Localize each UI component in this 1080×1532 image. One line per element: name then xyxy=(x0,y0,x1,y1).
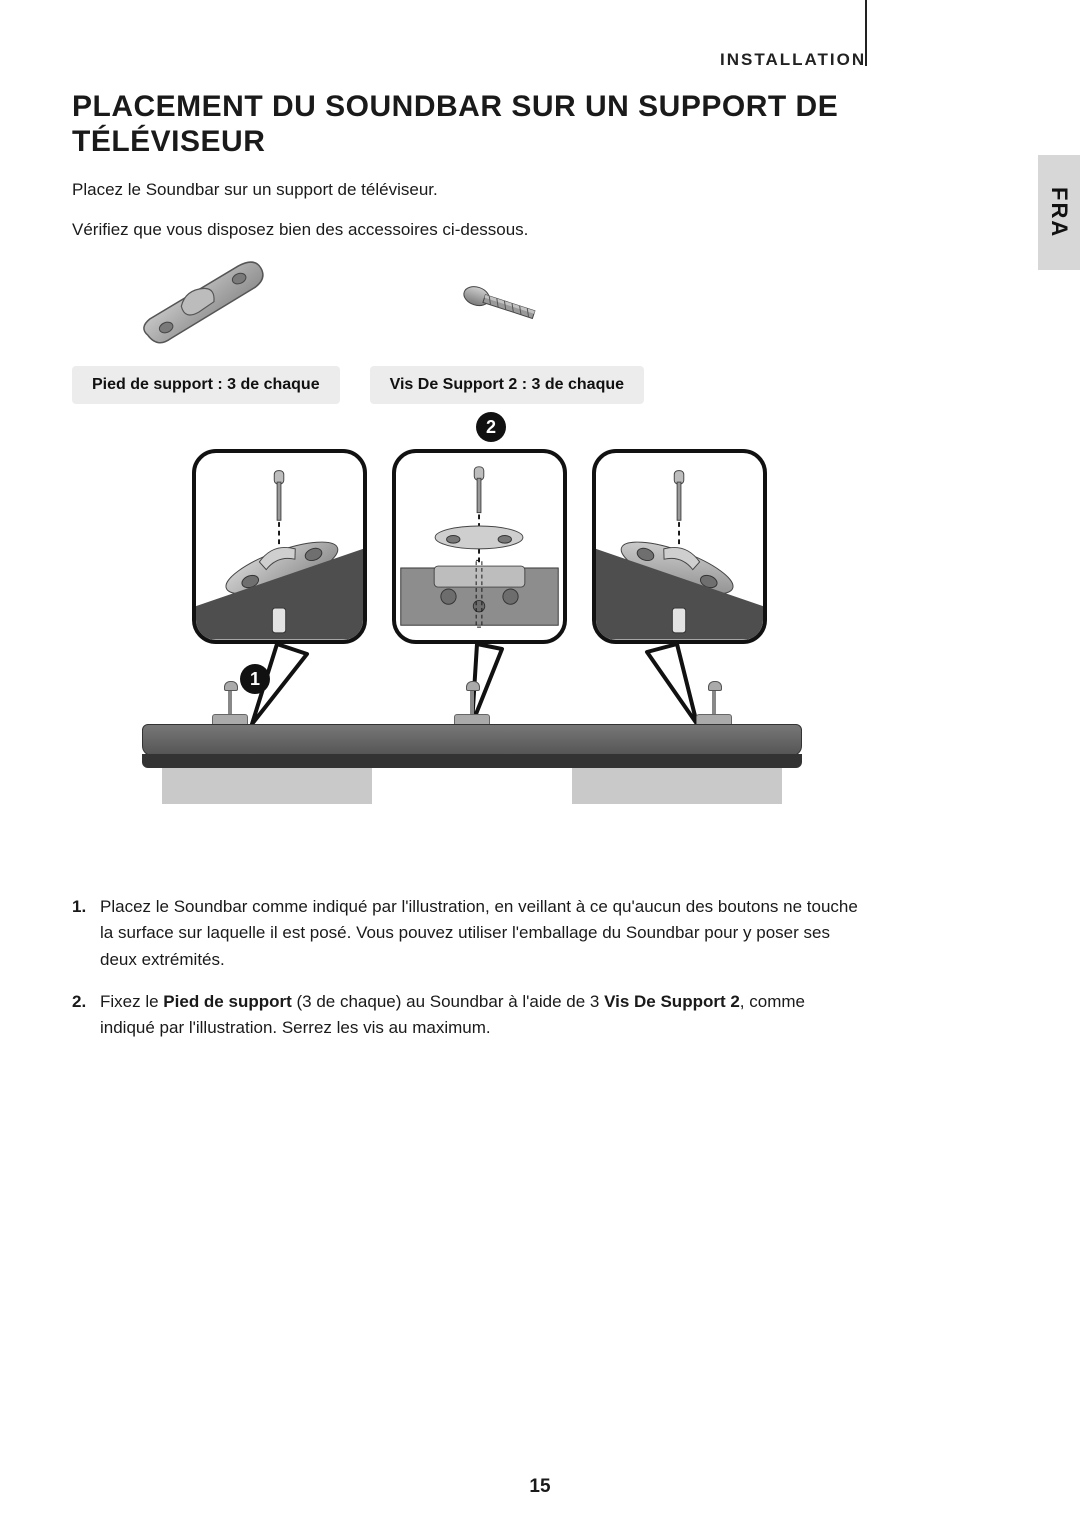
callout-bubble-right xyxy=(592,449,767,644)
screw-illustration xyxy=(447,256,567,356)
accessories-row: Pied de support : 3 de chaque xyxy=(72,256,862,404)
step-2: Fixez le Pied de support (3 de chaque) a… xyxy=(72,989,862,1042)
foot-illustration xyxy=(121,256,291,356)
language-tab: FRA xyxy=(1038,155,1080,270)
accessory-foot: Pied de support : 3 de chaque xyxy=(72,256,340,404)
callout-bubble-center xyxy=(392,449,567,644)
diagram-marker-2: 2 xyxy=(476,412,506,442)
mini-screw-3 xyxy=(712,686,716,714)
callout-bubble-left xyxy=(192,449,367,644)
accessory-screw: Vis De Support 2 : 3 de chaque xyxy=(370,256,644,404)
content-area: PLACEMENT DU SOUNDBAR SUR UN SUPPORT DE … xyxy=(72,90,862,1058)
foot-label: Pied de support : 3 de chaque xyxy=(72,366,340,404)
step-2-bold-2: Vis De Support 2 xyxy=(604,992,740,1011)
step-1-text: Placez le Soundbar comme indiqué par l'i… xyxy=(100,897,858,969)
step-2-a: Fixez le xyxy=(100,992,163,1011)
intro-text-1: Placez le Soundbar sur un support de tél… xyxy=(72,177,862,203)
soundbar-base-illustration xyxy=(142,674,802,804)
step-2-c: (3 de chaque) au Soundbar à l'aide de 3 xyxy=(292,992,604,1011)
step-2-bold-1: Pied de support xyxy=(163,992,291,1011)
instruction-list: Placez le Soundbar comme indiqué par l'i… xyxy=(72,894,862,1042)
step-1: Placez le Soundbar comme indiqué par l'i… xyxy=(72,894,862,973)
section-label: INSTALLATION xyxy=(720,50,860,70)
page-title: PLACEMENT DU SOUNDBAR SUR UN SUPPORT DE … xyxy=(72,90,862,159)
soundbar-front-edge xyxy=(142,754,802,768)
screw-label: Vis De Support 2 : 3 de chaque xyxy=(370,366,644,404)
soundbar-body xyxy=(142,724,802,756)
mini-screw-1 xyxy=(228,686,232,714)
assembly-diagram: 2 xyxy=(72,434,862,854)
intro-text-2: Vérifiez que vous disposez bien des acce… xyxy=(72,217,862,243)
language-tab-text: FRA xyxy=(1046,187,1072,238)
page-number: 15 xyxy=(0,1476,1080,1498)
mini-screw-2 xyxy=(470,686,474,714)
